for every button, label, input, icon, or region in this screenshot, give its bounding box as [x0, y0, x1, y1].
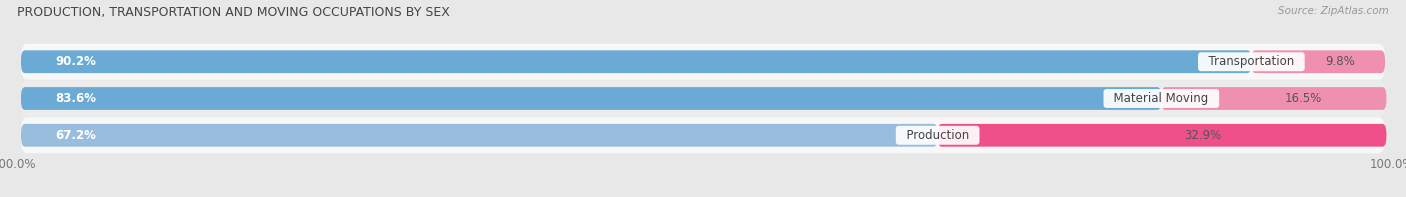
Text: 16.5%: 16.5%	[1285, 92, 1323, 105]
Text: Transportation: Transportation	[1201, 55, 1302, 68]
Text: Production: Production	[898, 129, 977, 142]
FancyBboxPatch shape	[21, 87, 1161, 110]
FancyBboxPatch shape	[938, 124, 1386, 147]
FancyBboxPatch shape	[21, 50, 1251, 73]
Text: 9.8%: 9.8%	[1324, 55, 1354, 68]
Text: 32.9%: 32.9%	[1184, 129, 1222, 142]
Text: 83.6%: 83.6%	[55, 92, 97, 105]
FancyBboxPatch shape	[21, 117, 1385, 153]
FancyBboxPatch shape	[1161, 87, 1386, 110]
FancyBboxPatch shape	[1251, 50, 1385, 73]
FancyBboxPatch shape	[21, 124, 938, 147]
Text: Material Moving: Material Moving	[1107, 92, 1216, 105]
Text: PRODUCTION, TRANSPORTATION AND MOVING OCCUPATIONS BY SEX: PRODUCTION, TRANSPORTATION AND MOVING OC…	[17, 6, 450, 19]
Text: 67.2%: 67.2%	[55, 129, 96, 142]
FancyBboxPatch shape	[21, 44, 1385, 80]
Text: 90.2%: 90.2%	[55, 55, 96, 68]
FancyBboxPatch shape	[21, 81, 1385, 116]
Text: Source: ZipAtlas.com: Source: ZipAtlas.com	[1278, 6, 1389, 16]
